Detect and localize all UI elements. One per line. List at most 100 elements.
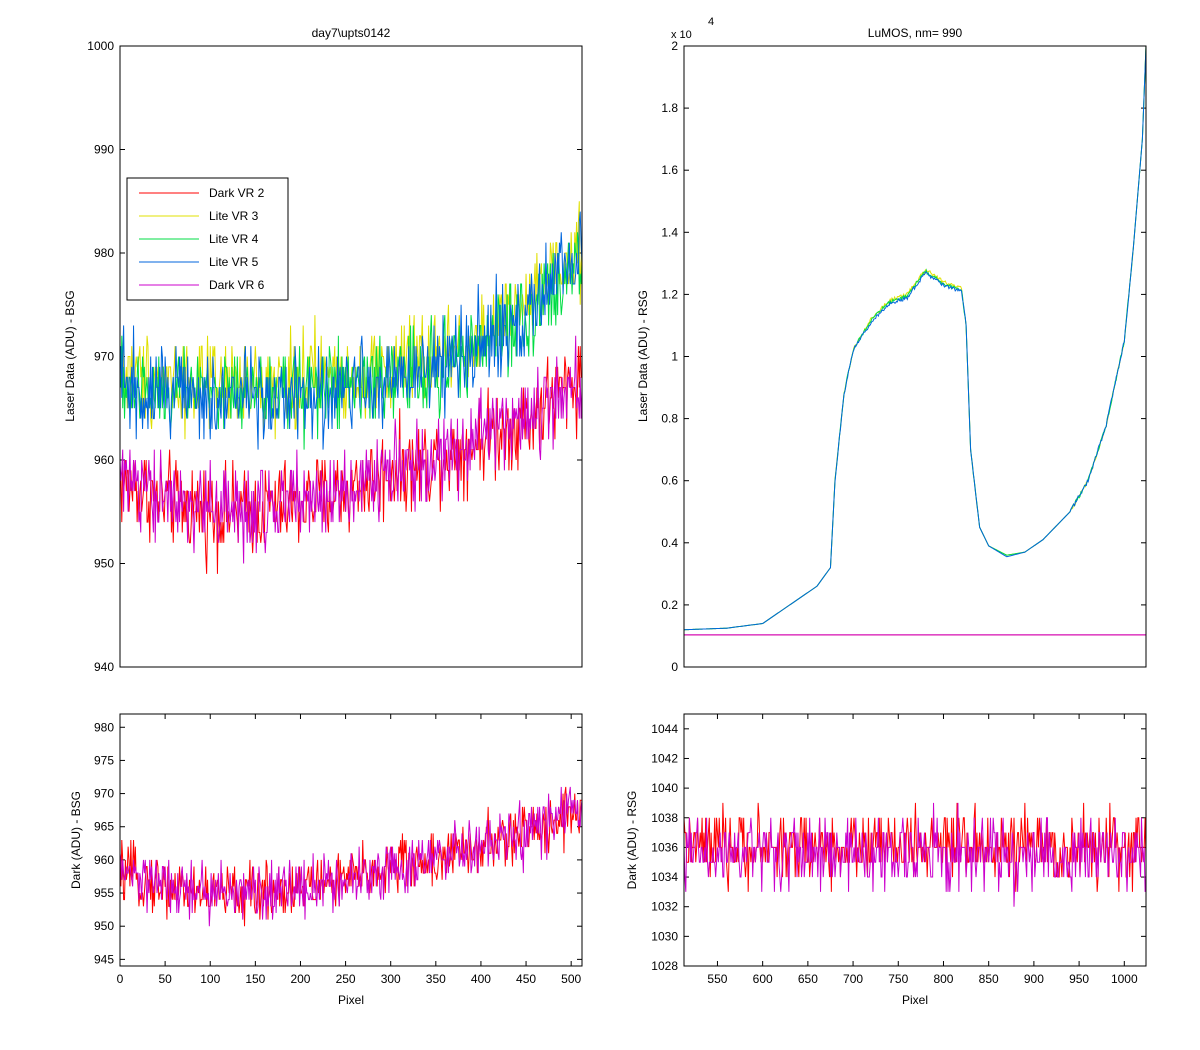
y-tick-label: 970	[94, 787, 114, 801]
tick-group: 0 0.2 0.4 0.6 0.8 1 1.2 1.4 1.6 1.8 2	[661, 39, 1146, 674]
x-tick-label: 200	[290, 972, 310, 986]
legend-label: Lite VR 5	[209, 255, 259, 269]
x-tick-label: 900	[1024, 972, 1044, 986]
y-tick-label: 970	[94, 350, 114, 364]
x-tick-label: 450	[516, 972, 536, 986]
y-tick-label: 0	[671, 660, 678, 674]
x-tick-label: 850	[979, 972, 999, 986]
x-tick-label: 0	[117, 972, 124, 986]
x-tick-label: 50	[158, 972, 172, 986]
x-tick-label: 300	[381, 972, 401, 986]
series-line	[683, 45, 1147, 631]
series-line	[683, 45, 1147, 631]
series-group	[683, 802, 1147, 907]
panel-top-left: day7\upts0142 940 950 960 970 980 990 1000 Las…	[63, 26, 583, 674]
series-line	[683, 45, 1147, 631]
x-axis-label: Pixel	[902, 993, 928, 1007]
x-tick-label: 100	[200, 972, 220, 986]
plot-frame	[683, 45, 1147, 668]
y-multiplier-label: x 10	[671, 29, 692, 41]
y-tick-label: 1042	[651, 751, 678, 765]
y-multiplier-exponent: 4	[708, 16, 714, 28]
y-tick-label: 1032	[651, 900, 678, 914]
y-tick-label: 965	[94, 820, 114, 834]
y-tick-label: 980	[94, 720, 114, 734]
x-tick-label: 750	[888, 972, 908, 986]
panel-title: day7\upts0142	[312, 26, 391, 40]
y-tick-label: 950	[94, 919, 114, 933]
panel-top-right: LuMOS, nm= 990 x 10 4 0 0.2 0.4 0.6 0.8 1 1.2 1…	[636, 16, 1147, 674]
y-tick-label: 1.4	[661, 225, 678, 239]
y-tick-label: 950	[94, 557, 114, 571]
legend-item: Dark VR 6	[139, 278, 265, 292]
legend-label: Dark VR 6	[209, 278, 265, 292]
y-tick-label: 955	[94, 886, 114, 900]
series-line	[683, 802, 1147, 907]
x-tick-label: 350	[426, 972, 446, 986]
series-line	[119, 335, 583, 564]
series-line	[119, 211, 583, 450]
y-tick-label: 1036	[651, 840, 678, 854]
y-axis-label: Laser Data (ADU) - RSG	[636, 290, 650, 422]
y-tick-label: 1040	[651, 781, 678, 795]
plot-frame	[119, 713, 583, 967]
x-axis-label: Pixel	[338, 993, 364, 1007]
x-tick-label: 650	[798, 972, 818, 986]
plot-area: 945 950 955 960 965 970 975 980 0 50 100 150 200 250 3…	[94, 713, 583, 986]
legend-item: Lite VR 4	[139, 232, 259, 246]
y-axis-label: Dark (ADU) - BSG	[69, 791, 83, 889]
series-line	[119, 786, 583, 927]
legend-label: Lite VR 3	[209, 209, 259, 223]
plot-frame	[119, 45, 583, 668]
plot-area: 940 950 960 970 980 990 1000	[87, 39, 583, 674]
x-tick-label: 400	[471, 972, 491, 986]
x-tick-label: 800	[933, 972, 953, 986]
series-group	[683, 45, 1147, 636]
legend: Dark VR 2 Lite VR 3 Lite VR 4 Lite VR 5 …	[126, 177, 289, 301]
plot-frame	[683, 713, 1147, 967]
plot-area: 1028 1030 1032 1034 1036 1038 1040 1042 1044 550 6…	[651, 713, 1147, 986]
tick-group: 945 950 955 960 965 970 975 980 0 50 100 150 200 250 3…	[94, 714, 582, 986]
panel-title: LuMOS, nm= 990	[868, 26, 963, 40]
plot-area: 0 0.2 0.4 0.6 0.8 1 1.2 1.4 1.6 1.8 2	[661, 39, 1147, 674]
series-line	[119, 786, 582, 927]
y-tick-label: 1038	[651, 811, 678, 825]
legend-item: Lite VR 3	[139, 209, 259, 223]
y-tick-label: 0.4	[661, 536, 678, 550]
legend-label: Lite VR 4	[209, 232, 259, 246]
y-tick-label: 2	[671, 39, 678, 53]
x-tick-label: 550	[707, 972, 727, 986]
y-tick-label: 1030	[651, 929, 678, 943]
y-axis-label: Laser Data (ADU) - BSG	[63, 290, 77, 421]
series-group	[119, 786, 583, 927]
y-tick-label: 975	[94, 753, 114, 767]
y-tick-label: 1034	[651, 870, 678, 884]
legend-item: Lite VR 5	[139, 255, 259, 269]
x-tick-label: 950	[1069, 972, 1089, 986]
y-axis-label: Dark (ADU) - RSG	[625, 791, 639, 890]
y-tick-label: 1028	[651, 959, 678, 973]
x-tick-label: 150	[245, 972, 265, 986]
y-tick-label: 990	[94, 143, 114, 157]
tick-group: 1028 1030 1032 1034 1036 1038 1040 1042 1044 550 6…	[651, 714, 1146, 986]
y-tick-label: 1044	[651, 722, 678, 736]
series-group	[119, 201, 583, 574]
y-tick-label: 960	[94, 853, 114, 867]
y-tick-label: 940	[94, 660, 114, 674]
y-tick-label: 960	[94, 453, 114, 467]
y-tick-label: 1.6	[661, 163, 678, 177]
x-tick-label: 500	[561, 972, 581, 986]
series-line	[119, 232, 583, 450]
x-tick-label: 700	[843, 972, 863, 986]
y-tick-label: 980	[94, 246, 114, 260]
x-tick-label: 1000	[1111, 972, 1138, 986]
y-tick-label: 1.2	[661, 287, 678, 301]
x-tick-label: 600	[753, 972, 773, 986]
y-tick-label: 0.6	[661, 474, 678, 488]
legend-item: Dark VR 2	[139, 186, 265, 200]
panel-bottom-right: 1028 1030 1032 1034 1036 1038 1040 1042 1044 550 6…	[625, 713, 1147, 1007]
y-tick-label: 945	[94, 952, 114, 966]
y-tick-label: 0.2	[661, 598, 678, 612]
y-tick-label: 1	[671, 350, 678, 364]
